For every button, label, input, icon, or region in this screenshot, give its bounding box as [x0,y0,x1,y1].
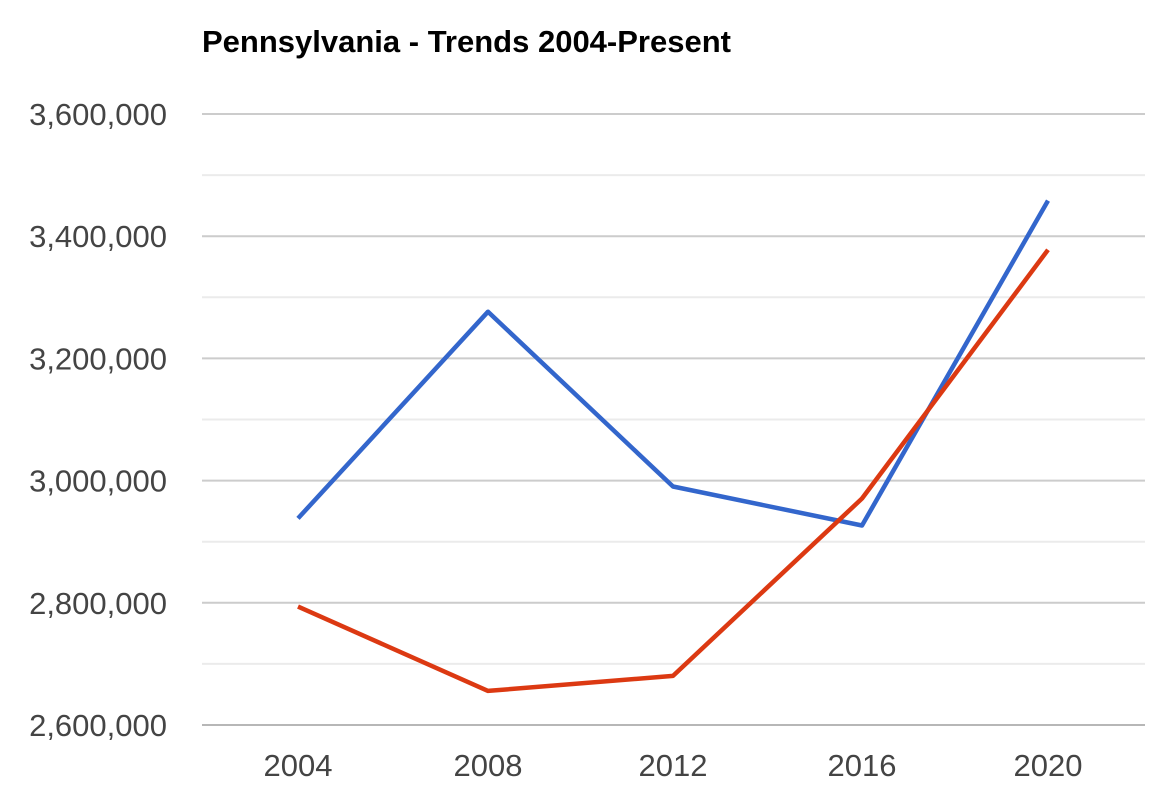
series-line-1 [296,199,1050,528]
y-tick-label: 3,200,000 [29,341,167,376]
x-axis-tick-labels: 2004 2008 2012 2016 2020 [264,748,1083,783]
y-tick-label: 2,600,000 [29,708,167,743]
y-tick-label: 3,400,000 [29,219,167,254]
x-tick-label: 2020 [1014,748,1083,783]
x-tick-label: 2016 [828,748,897,783]
x-tick-label: 2004 [264,748,333,783]
y-tick-label: 3,000,000 [29,464,167,499]
y-tick-label: 2,800,000 [29,586,167,621]
x-tick-label: 2008 [454,748,523,783]
x-tick-label: 2012 [639,748,708,783]
series-lines [296,199,1050,694]
y-axis-tick-labels: 2,600,000 2,800,000 3,000,000 3,200,000 3,40… [29,97,167,743]
y-tick-label: 3,600,000 [29,97,167,132]
series-line-2 [297,248,1050,694]
chart-title: Pennsylvania - Trends 2004-Present [202,24,731,59]
grid-lines [202,113,1145,726]
